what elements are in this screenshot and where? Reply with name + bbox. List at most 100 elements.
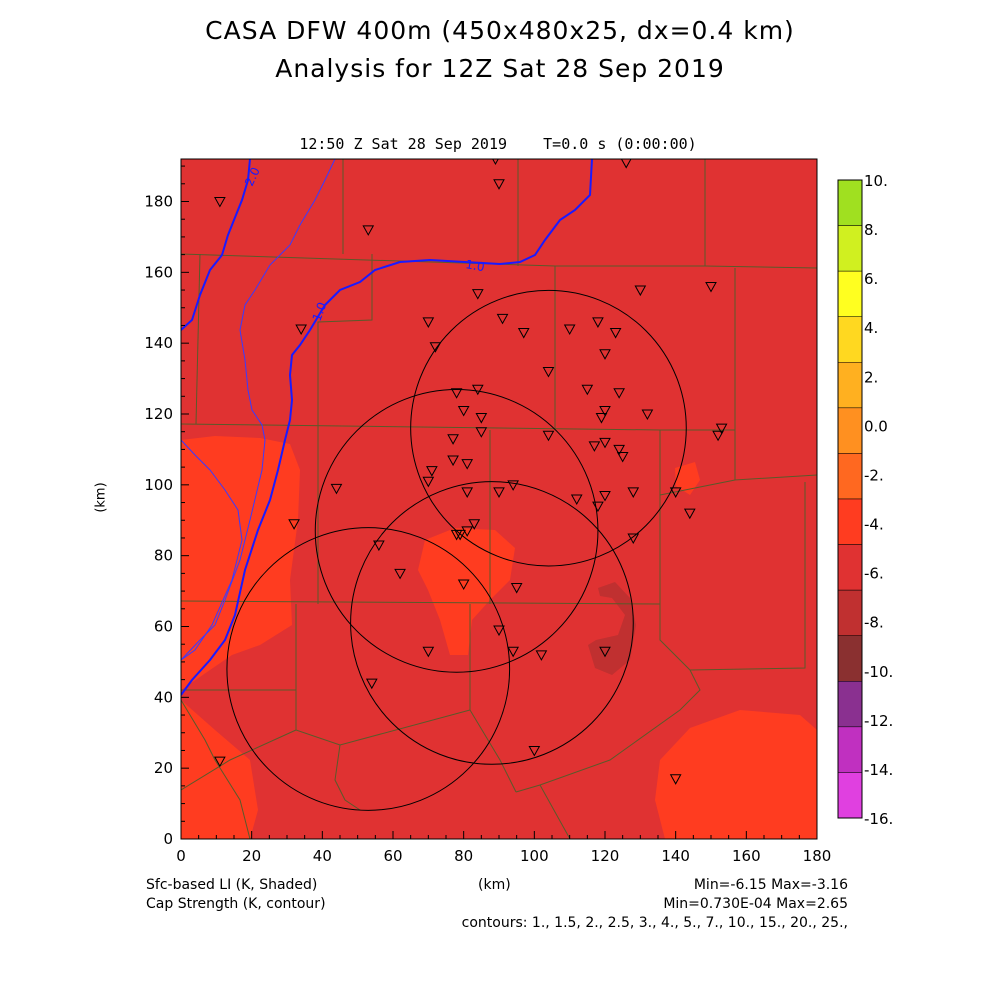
county-border [515, 669, 701, 793]
county-border [659, 604, 691, 671]
station-marker [599, 490, 611, 502]
station-marker [493, 179, 505, 190]
station-marker [507, 480, 519, 491]
colorbar-label: -4. [864, 516, 884, 534]
station-marker [288, 519, 300, 530]
contour-2-0 [181, 159, 251, 331]
colorbar-label: -16. [864, 810, 893, 828]
station-marker [595, 413, 608, 424]
station-marker [468, 519, 481, 530]
station-marker [447, 434, 459, 445]
station-marker [457, 579, 470, 591]
station-marker [447, 455, 459, 467]
colorbar-label: 8. [864, 221, 878, 239]
x-tick-label: 120 [591, 847, 620, 865]
x-tick-label: 180 [803, 847, 832, 865]
y-axis: 0 20 40 60 80 100 120 140 160 180 [144, 165, 189, 848]
county-borders [181, 159, 817, 839]
y-axis-label: (km) [93, 482, 109, 513]
station-marker [422, 646, 435, 658]
station-marker [517, 328, 530, 339]
station-marker [457, 405, 470, 417]
county-border [195, 253, 201, 425]
colorbar-label: 10. [864, 172, 888, 190]
colorbar-label: -2. [864, 466, 884, 484]
station-marker [570, 494, 583, 506]
county-border [689, 482, 806, 671]
station-marker [683, 508, 696, 520]
station-marker [295, 324, 307, 336]
colorbar-segment [837, 225, 863, 272]
county-border [539, 784, 571, 839]
y-tick-label: 0 [163, 830, 173, 848]
li-region-central [418, 528, 515, 655]
x-axis-unit: (km) [478, 877, 511, 893]
station-marker [599, 349, 611, 360]
colorbar-segment [837, 544, 863, 591]
contour-levels: contours: 1., 1.5, 2., 2.5, 3., 4., 5., … [461, 915, 848, 931]
colorbar-segment [837, 362, 863, 409]
colorbar-segment [837, 453, 863, 500]
station-marker [705, 282, 717, 293]
station-marker [563, 324, 576, 336]
x-tick-label: 20 [242, 847, 261, 865]
contour-label: 1.0 [310, 300, 330, 323]
station-marker [450, 388, 463, 399]
station-marker [362, 225, 375, 236]
li-minimum-region [588, 582, 636, 675]
county-border [181, 600, 661, 605]
x-tick-label: 40 [313, 847, 332, 865]
contour-field-stats: Min=0.730E-04 Max=2.65 [663, 896, 848, 912]
colorbar-label: 2. [864, 368, 878, 386]
colorbar-segment [837, 270, 863, 317]
station-marker [592, 501, 604, 513]
county-border [469, 604, 517, 793]
station-marker [641, 409, 654, 421]
colorbar-label: 6. [864, 270, 878, 288]
colorbar-label: -14. [864, 761, 893, 779]
station-marker [330, 483, 343, 495]
station-marker [507, 646, 519, 658]
colorbar-segment [837, 772, 863, 819]
colorbar: 10. 8. 6. 4. 2. 0.0 -2. -4. -6. -8. -10. -12. -14. -1… [837, 172, 893, 828]
county-border [181, 253, 817, 269]
x-axis: 0 20 40 60 80 100 120 140 160 180 [176, 831, 831, 865]
station-marker [535, 650, 548, 661]
station-marker [609, 328, 622, 339]
x-tick-label: 0 [176, 847, 186, 865]
station-marker [627, 487, 640, 498]
station-marker [471, 384, 484, 396]
contour-label: 1.0 [464, 257, 485, 274]
radar-ring [314, 389, 599, 673]
station-marker [475, 427, 488, 438]
li-region-east-small [675, 462, 700, 495]
contour-1-0-inner [181, 159, 336, 661]
colorbar-segment [837, 498, 863, 545]
station-marker [599, 405, 611, 417]
x-tick-label: 80 [454, 847, 473, 865]
colorbar-label: -8. [864, 614, 884, 632]
station-marker [394, 568, 406, 580]
station-marker [422, 476, 435, 488]
chart-title: CASA DFW 400m (450x480x25, dx=0.4 km) [205, 16, 795, 45]
radar-ring [410, 289, 687, 567]
x-tick-label: 140 [661, 847, 690, 865]
station-marker [627, 533, 640, 544]
station-marker [542, 367, 555, 378]
station-marker [373, 540, 385, 552]
station-marker [613, 444, 625, 456]
radar-ring [226, 527, 511, 811]
station-marker [214, 197, 226, 208]
station-marker [592, 317, 604, 328]
y-tick-label: 160 [144, 263, 173, 281]
county-border [181, 604, 297, 791]
station-marker [471, 289, 484, 300]
station-marker [493, 625, 505, 637]
x-tick-label: 100 [520, 847, 549, 865]
station-marker [461, 487, 474, 498]
li-region-southeast [655, 710, 817, 839]
county-border [659, 479, 736, 496]
colorbar-frame [837, 179, 863, 819]
cap-contours [181, 159, 593, 696]
